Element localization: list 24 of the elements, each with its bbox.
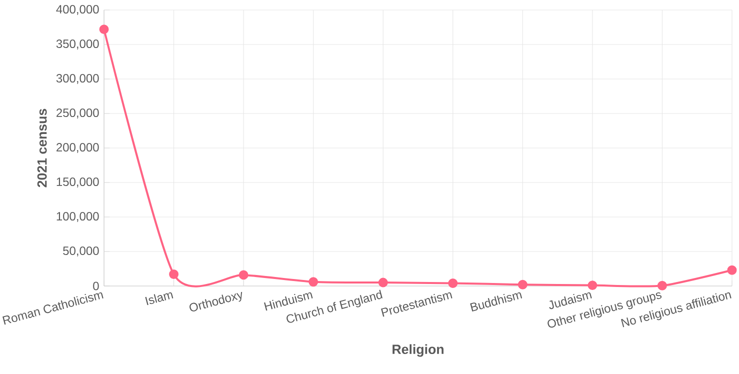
y-tick-label: 50,000 [63,246,99,256]
x-tick-label: Orthodoxy [190,292,242,312]
y-tick-label: 350,000 [56,40,99,50]
y-tick-label: 150,000 [56,178,99,188]
point [238,270,248,280]
x-tick-label: Islam [145,292,174,306]
point [518,280,528,290]
point [588,280,598,290]
point [99,24,109,34]
point [727,265,737,275]
point [448,278,458,288]
y-axis-title: 2021 census [37,108,47,188]
y-tick-label: 100,000 [56,212,99,222]
point [308,277,318,287]
x-tick-label: Buddhism [470,292,522,312]
point [378,278,388,288]
y-tick-label: 250,000 [56,108,99,118]
point [169,270,179,279]
y-tick-label: 400,000 [56,5,99,15]
x-axis-title: Religion [392,344,444,357]
y-tick-label: 200,000 [56,143,99,153]
y-tick-label: 300,000 [56,74,99,84]
point [657,280,667,290]
y-tick-label: 0 [93,282,99,290]
